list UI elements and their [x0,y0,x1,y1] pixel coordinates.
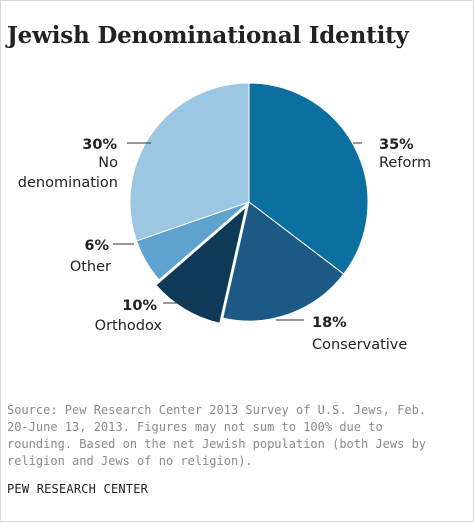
chart-title: Jewish Denominational Identity [7,22,409,49]
label-pct-orthodox: 10% [122,298,157,314]
source-note: Source: Pew Research Center 2013 Survey … [7,403,427,468]
label-name-no-denomination-line1: No [98,155,118,171]
label-name-conservative: Conservative [312,337,407,353]
pie-slices [129,82,369,324]
label-name-orthodox: Orthodox [95,318,163,334]
label-pct-reform: 35% [379,137,414,153]
pie-chart: 35% Reform 18% Conservative 10% Orthodox… [18,82,431,353]
pie-slice-orthodox [155,205,247,324]
pie-slice-reform [248,82,369,275]
pie-slice-no-denomination [129,82,250,242]
footer-credit: PEW RESEARCH CENTER [7,482,149,496]
pie-slice-conservative [222,201,345,322]
label-pct-no-denomination: 30% [82,137,117,153]
label-name-no-denomination-line2: denomination [18,175,118,191]
label-name-other: Other [70,259,111,275]
label-name-reform: Reform [379,155,431,171]
label-pct-other: 6% [84,238,109,254]
label-pct-conservative: 18% [312,315,347,331]
